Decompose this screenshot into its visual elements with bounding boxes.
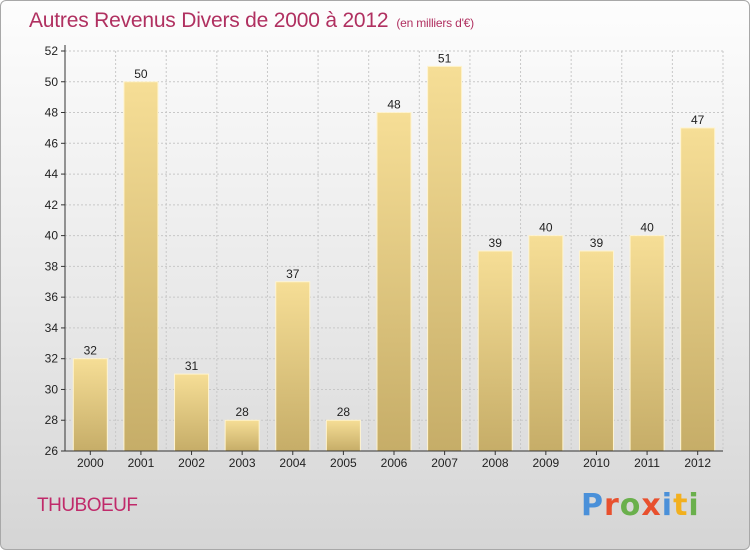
data-label-2008: 39 [489,236,503,250]
x-tick-label: 2001 [128,456,155,470]
bar-2009 [528,235,564,452]
data-label-2004: 37 [286,267,300,281]
bar-2012 [680,127,716,452]
bar-2008 [477,250,513,452]
x-tick-label: 2007 [431,456,458,470]
data-label-2009: 40 [539,221,553,235]
y-tick-label: 42 [45,198,59,212]
x-tick-label: 2009 [532,456,559,470]
x-tick-label: 2005 [330,456,357,470]
y-tick-label: 46 [45,136,59,150]
data-label-2003: 28 [235,405,249,419]
x-tick-label: 2002 [178,456,205,470]
logo-letter: i [688,488,700,523]
y-tick-label: 40 [45,229,59,243]
y-tick-label: 28 [45,413,59,427]
x-tick-label: 2004 [279,456,306,470]
bar-2011 [629,235,665,452]
bar-2000 [72,358,108,452]
data-label-2000: 32 [84,344,98,358]
proxiti-logo: Proxiti [581,488,700,524]
y-tick-label: 30 [45,382,59,396]
data-label-2012: 47 [691,113,705,127]
chart-title-text: Autres Revenus Divers de 2000 à 2012 [29,9,389,32]
x-tick-label: 2003 [229,456,256,470]
data-label-2005: 28 [337,405,351,419]
commune-name: THUBOEUF [37,495,138,516]
y-tick-label: 36 [45,290,59,304]
y-tick-label: 48 [45,106,59,120]
y-tick-label: 44 [45,167,59,181]
data-label-2002: 31 [185,359,199,373]
logo-letter: i [661,488,674,523]
y-tick-label: 32 [45,352,59,366]
bars [72,65,716,452]
y-tick-label: 34 [45,321,59,335]
x-tick-label: 2011 [634,456,660,470]
x-tick-label: 2000 [77,456,104,470]
bar-2002 [174,373,210,452]
axes [61,45,723,455]
data-label-2007: 51 [438,51,452,65]
x-tick-label: 2010 [583,456,610,470]
bar-2003 [224,419,260,452]
chart-subtitle: (en milliers d'€) [396,16,474,30]
data-label-2001: 50 [134,67,148,81]
logo-letter: r [604,488,620,523]
x-tick-label: 2012 [684,456,711,470]
bar-2004 [275,281,311,452]
bar-2006 [376,112,412,452]
labels: 26 28 30 32 34 36 38 40 42 44 46 48 50 52 32 2000 50 2001… [45,44,712,470]
bar-2005 [325,419,361,452]
logo-letter: t [673,488,689,523]
data-label-2011: 40 [640,221,654,235]
logo-letter: x [641,488,662,523]
chart-title: Autres Revenus Divers de 2000 à 2012 (en … [29,9,474,33]
data-label-2010: 39 [590,236,604,250]
logo-letter: P [581,488,604,523]
bar-2010 [578,250,614,452]
y-tick-label: 50 [45,75,59,89]
x-tick-label: 2008 [482,456,509,470]
data-label-2006: 48 [387,98,401,112]
y-tick-label: 38 [45,259,59,273]
y-tick-label: 26 [45,444,59,458]
bar-2001 [123,81,159,452]
bar-2007 [427,65,463,452]
y-tick-label: 52 [45,44,59,58]
x-tick-label: 2006 [381,456,408,470]
logo-letter: o [619,488,642,523]
